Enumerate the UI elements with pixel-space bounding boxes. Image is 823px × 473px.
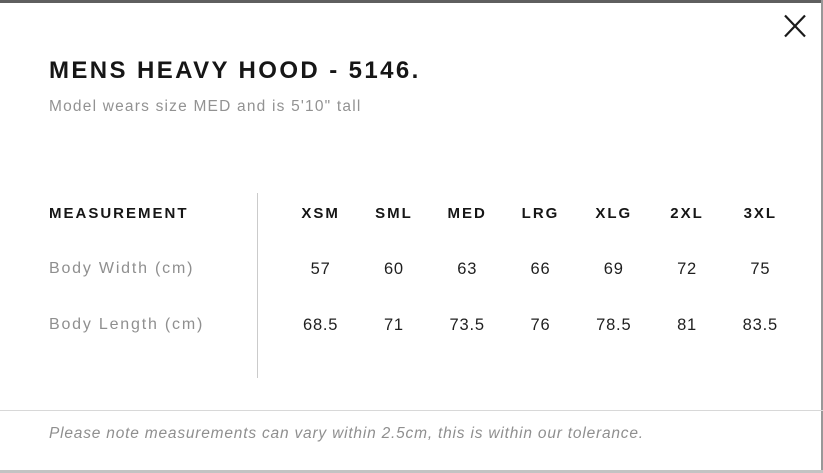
table-vertical-divider (257, 193, 258, 378)
footer-divider (0, 410, 823, 411)
size-header-xsm: XSM (301, 205, 340, 222)
table-row-body-length: Body Length (cm) 68.5 71 73.5 76 78.5 81… (0, 316, 823, 338)
table-cell: 83.5 (742, 316, 778, 334)
table-cell: 73.5 (449, 316, 485, 334)
table-cell: 69 (603, 260, 624, 278)
table-cell: 57 (310, 260, 331, 278)
size-header-sml: SML (375, 205, 413, 222)
bottom-border-bar (0, 470, 823, 473)
top-border-bar (0, 0, 823, 3)
table-cell: 72 (677, 260, 698, 278)
table-cell: 63 (457, 260, 478, 278)
model-size-note: Model wears size MED and is 5'10" tall (49, 98, 362, 115)
table-cell: 76 (530, 316, 551, 334)
close-button[interactable] (780, 11, 810, 41)
table-cell: 68.5 (302, 316, 339, 334)
right-border-bar (821, 0, 823, 473)
table-cell: 66 (530, 260, 551, 278)
table-header-row: MEASUREMENT XSM SML MED LRG XLG 2XL 3XL (0, 205, 823, 227)
table-row-body-width: Body Width (cm) 57 60 63 66 69 72 75 (0, 260, 823, 282)
table-cell: 78.5 (596, 316, 632, 334)
table-cell: 75 (750, 260, 771, 278)
row-label-body-length: Body Length (cm) (49, 316, 205, 333)
size-header-3xl: 3XL (743, 205, 778, 222)
row-label-body-width: Body Width (cm) (49, 260, 195, 277)
size-header-2xl: 2XL (670, 205, 704, 222)
size-header-med: MED (447, 205, 487, 222)
size-column-headers: XSM SML MED LRG XLG 2XL 3XL (284, 205, 797, 222)
page-title: MENS HEAVY HOOD - 5146. (49, 57, 421, 84)
size-header-lrg: LRG (521, 205, 560, 222)
table-cell: 81 (677, 316, 698, 334)
size-header-xlg: XLG (595, 205, 633, 222)
measurement-column-header: MEASUREMENT (49, 205, 189, 222)
row-values-body-length: 68.5 71 73.5 76 78.5 81 83.5 (284, 316, 797, 335)
row-values-body-width: 57 60 63 66 69 72 75 (284, 260, 797, 279)
close-icon (784, 14, 806, 38)
tolerance-note: Please note measurements can vary within… (49, 425, 644, 442)
table-cell: 71 (383, 316, 404, 334)
table-cell: 60 (383, 260, 404, 278)
